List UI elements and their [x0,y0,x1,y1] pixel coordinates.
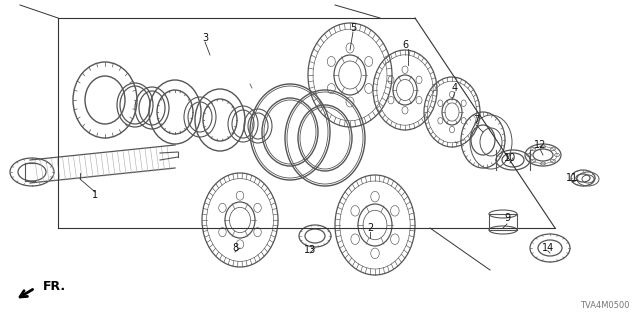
Text: 12: 12 [534,140,546,150]
Text: 4: 4 [452,83,458,93]
Text: 5: 5 [350,23,356,33]
Text: FR.: FR. [43,279,66,292]
Text: 1: 1 [92,190,98,200]
Text: 3: 3 [202,33,208,43]
Text: 8: 8 [232,243,238,253]
Text: 13: 13 [304,245,316,255]
Text: 11: 11 [566,173,578,183]
Text: 6: 6 [402,40,408,50]
Text: 14: 14 [542,243,554,253]
Text: 2: 2 [367,223,373,233]
Text: 7: 7 [473,115,479,125]
Text: 10: 10 [504,153,516,163]
Text: 9: 9 [504,213,510,223]
Text: TVA4M0500: TVA4M0500 [580,301,630,310]
